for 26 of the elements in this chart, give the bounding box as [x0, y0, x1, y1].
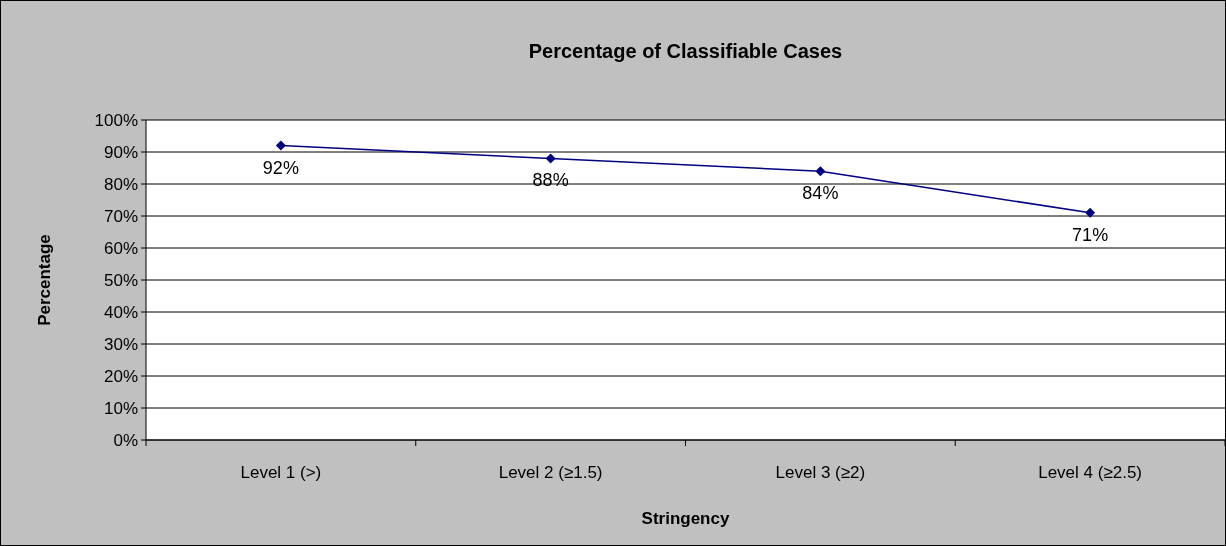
- chart-title: Percentage of Classifiable Cases: [528, 40, 843, 62]
- y-tick-label: 0%: [113, 430, 138, 450]
- y-tick-label: 70%: [103, 206, 138, 226]
- data-label: 92%: [262, 157, 299, 178]
- y-tick-label: 100%: [94, 110, 138, 130]
- point: [275, 140, 286, 151]
- y-tick-label: 10%: [103, 398, 138, 418]
- data-label: 84%: [802, 183, 839, 204]
- x-tick-label: Level 1 (>): [240, 463, 322, 482]
- point: [1085, 207, 1096, 218]
- y-tick-label: 40%: [103, 302, 138, 322]
- y-tick-label: 30%: [103, 334, 138, 354]
- data-label: 71%: [1072, 224, 1109, 245]
- data-label: 88%: [532, 170, 569, 191]
- y-axis-title: Percentage: [35, 234, 54, 326]
- x-tick-label: Level 3 (≥2): [775, 463, 866, 482]
- point: [545, 153, 556, 164]
- point: [815, 166, 826, 177]
- x-axis-title: Stringency: [641, 509, 730, 528]
- y-tick-label: 60%: [103, 238, 138, 258]
- y-tick-label: 20%: [103, 366, 138, 386]
- x-tick-label: Level 2 (≥1.5): [498, 463, 603, 482]
- x-tick-label: Level 4 (≥2.5): [1038, 463, 1143, 482]
- y-tick-label: 80%: [103, 174, 138, 194]
- y-tick-label: 90%: [103, 142, 138, 162]
- y-tick-label: 50%: [103, 270, 138, 290]
